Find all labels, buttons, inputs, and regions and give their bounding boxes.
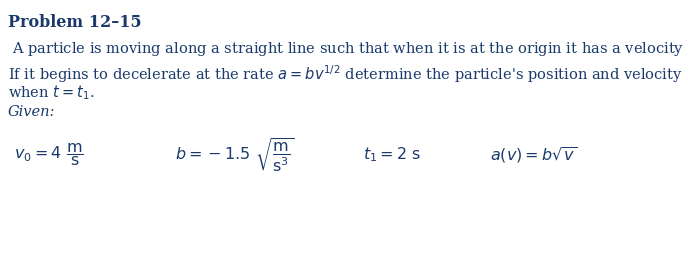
Text: If it begins to decelerate at the rate $a = bv^{1/2}$ determine the particle's p: If it begins to decelerate at the rate $…	[8, 63, 682, 85]
Text: Given:: Given:	[8, 105, 55, 119]
Text: $a(v) = b\sqrt{v}$: $a(v) = b\sqrt{v}$	[490, 145, 577, 165]
Text: A particle is moving along a straight line such that when it is at the origin it: A particle is moving along a straight li…	[12, 40, 688, 58]
Text: $b = -1.5\ \sqrt{\dfrac{\mathrm{m}}{\mathrm{s}^3}}$: $b = -1.5\ \sqrt{\dfrac{\mathrm{m}}{\mat…	[175, 136, 294, 174]
Text: when $t = t_1$.: when $t = t_1$.	[8, 83, 94, 102]
Text: $v_0 = 4\ \dfrac{\mathrm{m}}{\mathrm{s}}$: $v_0 = 4\ \dfrac{\mathrm{m}}{\mathrm{s}}…	[14, 141, 84, 169]
Text: Problem 12–15: Problem 12–15	[8, 14, 142, 31]
Text: $t_1 = 2\ \mathrm{s}$: $t_1 = 2\ \mathrm{s}$	[363, 146, 421, 164]
